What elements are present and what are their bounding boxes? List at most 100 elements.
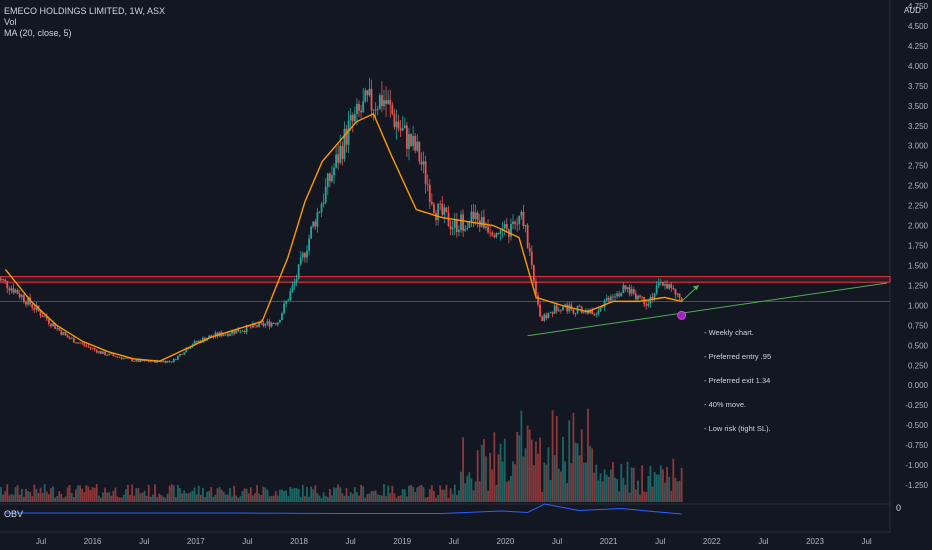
candle-body[interactable] [591, 309, 594, 315]
candle-body[interactable] [410, 134, 412, 146]
candle-body[interactable] [266, 321, 269, 324]
candle-body[interactable] [270, 322, 273, 327]
candle-body[interactable] [597, 310, 600, 315]
candle-body[interactable] [226, 333, 229, 336]
candle-body[interactable] [628, 287, 631, 294]
volume-label[interactable]: Vol [4, 17, 17, 27]
candle-body[interactable] [243, 331, 246, 333]
candle-body[interactable] [472, 211, 475, 220]
candle-body[interactable] [239, 331, 242, 333]
candle-body[interactable] [335, 154, 338, 168]
candle-body[interactable] [229, 333, 231, 336]
candle-body[interactable] [85, 345, 88, 347]
candle-body[interactable] [60, 330, 63, 335]
candle-body[interactable] [368, 88, 371, 96]
candle-body[interactable] [14, 289, 17, 293]
candle-body[interactable] [97, 351, 100, 353]
candle-body[interactable] [303, 253, 306, 258]
candle-body[interactable] [185, 348, 188, 353]
candle-body[interactable] [487, 226, 489, 233]
candle-body[interactable] [462, 214, 464, 231]
candle-body[interactable] [495, 233, 498, 238]
candle-body[interactable] [362, 101, 365, 113]
candle-body[interactable] [222, 334, 225, 337]
candle-body[interactable] [268, 321, 271, 327]
candle-body[interactable] [81, 343, 84, 344]
candle-body[interactable] [285, 300, 288, 304]
entry-marker[interactable] [677, 310, 687, 320]
candle-body[interactable] [353, 113, 356, 122]
candle-body[interactable] [66, 335, 69, 338]
candle-body[interactable] [497, 233, 500, 234]
candle-body[interactable] [233, 330, 236, 334]
candle-body[interactable] [174, 358, 177, 360]
candle-body[interactable] [605, 297, 608, 301]
candle-body[interactable] [164, 361, 167, 363]
candle-body[interactable] [405, 125, 408, 149]
candle-body[interactable] [414, 136, 417, 151]
candle-body[interactable] [183, 352, 186, 355]
candle-body[interactable] [293, 282, 296, 286]
candle-body[interactable] [131, 358, 134, 362]
candle-body[interactable] [568, 304, 571, 312]
candle-body[interactable] [202, 337, 204, 343]
candle-body[interactable] [2, 279, 4, 280]
candle-body[interactable] [426, 183, 429, 185]
candle-body[interactable] [137, 359, 140, 362]
candle-body[interactable] [524, 224, 527, 227]
candle-body[interactable] [139, 359, 142, 362]
candle-body[interactable] [6, 281, 9, 289]
candle-body[interactable] [170, 361, 173, 363]
candle-body[interactable] [343, 128, 346, 159]
candle-body[interactable] [52, 323, 54, 327]
candle-body[interactable] [541, 316, 544, 321]
candle-body[interactable] [43, 316, 46, 318]
candle-body[interactable] [616, 293, 619, 297]
candle-body[interactable] [601, 306, 604, 308]
candle-body[interactable] [241, 331, 244, 332]
candle-body[interactable] [403, 125, 406, 129]
candle-body[interactable] [16, 289, 19, 295]
candle-body[interactable] [439, 203, 442, 205]
candle-body[interactable] [95, 349, 98, 353]
candle-body[interactable] [401, 128, 404, 131]
candle-body[interactable] [680, 297, 683, 302]
ma-indicator-label[interactable]: MA (20, close, 5) [4, 28, 72, 38]
candle-body[interactable] [470, 211, 473, 223]
candle-body[interactable] [122, 358, 125, 359]
candle-body[interactable] [72, 338, 75, 343]
candle-body[interactable] [566, 304, 569, 312]
candle-body[interactable] [264, 323, 267, 326]
candle-body[interactable] [514, 221, 517, 224]
candle-body[interactable] [464, 228, 467, 231]
candle-body[interactable] [678, 293, 681, 298]
candle-body[interactable] [620, 293, 623, 297]
candle-body[interactable] [418, 141, 421, 162]
candle-body[interactable] [27, 297, 29, 305]
candle-body[interactable] [75, 342, 77, 344]
candle-body[interactable] [100, 351, 102, 354]
candle-body[interactable] [639, 295, 641, 297]
candle-body[interactable] [408, 134, 410, 149]
candle-body[interactable] [50, 323, 52, 327]
candle-body[interactable] [56, 328, 59, 329]
candle-body[interactable] [668, 283, 671, 289]
candle-body[interactable] [422, 161, 425, 165]
candle-body[interactable] [545, 314, 548, 319]
candle-body[interactable] [320, 204, 323, 213]
candle-body[interactable] [254, 323, 256, 326]
candle-body[interactable] [249, 326, 252, 328]
candle-body[interactable] [62, 332, 65, 335]
candle-body[interactable] [645, 304, 648, 306]
candle-body[interactable] [674, 288, 677, 295]
candle-body[interactable] [102, 351, 104, 354]
candle-body[interactable] [104, 351, 106, 356]
candle-body[interactable] [376, 109, 379, 111]
candle-body[interactable] [160, 361, 163, 363]
candle-body[interactable] [58, 328, 61, 331]
candle-body[interactable] [676, 293, 679, 295]
candle-body[interactable] [416, 141, 419, 151]
candle-body[interactable] [210, 335, 213, 337]
candle-body[interactable] [460, 214, 462, 230]
candle-body[interactable] [493, 235, 496, 238]
